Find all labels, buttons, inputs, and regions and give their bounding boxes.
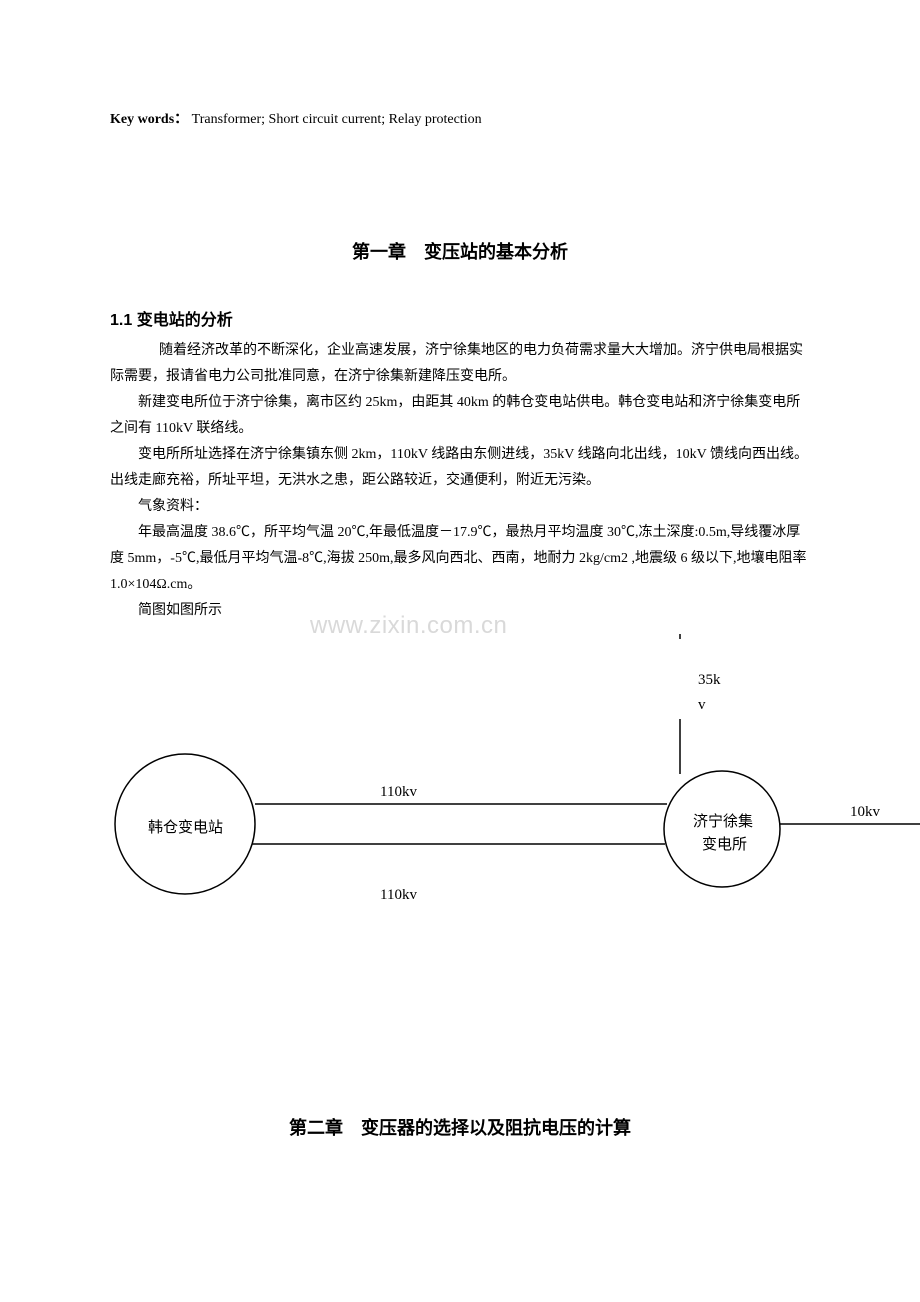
para6: 简图如图所示 xyxy=(110,598,810,624)
right-station-label-2: 变电所 xyxy=(702,836,747,853)
section-1-1-title: 1.1 变电站的分析 xyxy=(110,306,810,330)
diagram: 35k v 110kv 110kv 10kv 韩仓变电站 济宁徐集 变电所 xyxy=(100,634,800,964)
key-words-content: Transformer; Short circuit current; Rela… xyxy=(192,112,482,127)
label-10kv: 10kv xyxy=(850,804,881,820)
para2: 新建变电所位于济宁徐集，离市区约 25km，由距其 40km 的韩仓变电站供电。… xyxy=(110,390,810,442)
para4: 气象资料： xyxy=(110,494,810,520)
chapter2-title: 第二章 变压器的选择以及阻抗电压的计算 xyxy=(110,1114,810,1140)
label-35kv-1: 35k xyxy=(698,672,721,688)
diagram-svg: 35k v 110kv 110kv 10kv 韩仓变电站 济宁徐集 变电所 xyxy=(100,634,920,964)
page-content: Key words： Transformer; Short circuit cu… xyxy=(110,108,810,1140)
key-words: Key words： Transformer; Short circuit cu… xyxy=(110,108,810,128)
right-station-label-1: 济宁徐集 xyxy=(693,813,753,830)
label-110kv-upper: 110kv xyxy=(380,784,417,800)
label-35kv-2: v xyxy=(698,697,706,713)
left-station-label: 韩仓变电站 xyxy=(148,819,223,836)
para3: 变电所所址选择在济宁徐集镇东侧 2km，110kV 线路由东侧进线，35kV 线… xyxy=(110,442,810,494)
chapter1-title: 第一章 变压站的基本分析 xyxy=(110,238,810,264)
para5: 年最高温度 38.6℃，所平均气温 20℃,年最低温度－17.9℃，最热月平均温… xyxy=(110,520,810,598)
key-words-label: Key words： xyxy=(110,112,188,127)
para1: 随着经济改革的不断深化，企业高速发展，济宁徐集地区的电力负荷需求量大大增加。济宁… xyxy=(110,338,810,390)
label-110kv-lower: 110kv xyxy=(380,887,417,903)
